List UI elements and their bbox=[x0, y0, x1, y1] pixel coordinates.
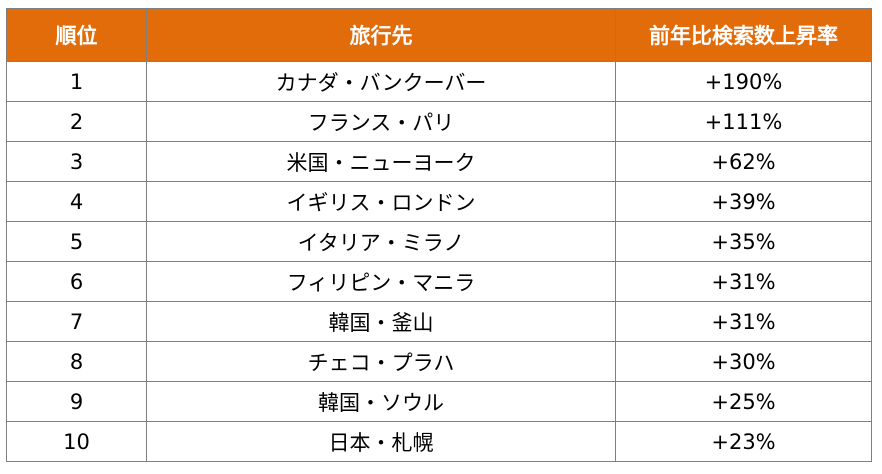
destination-cell: 韓国・ソウル bbox=[146, 381, 616, 422]
destination-cell: 日本・札幌 bbox=[146, 421, 616, 462]
table-row: 6 フィリピン・マニラ +31% bbox=[6, 261, 872, 302]
table-row: 1 カナダ・バンクーバー +190% bbox=[6, 61, 872, 102]
ranking-table-container: 順位 旅行先 前年比検索数上昇率 1 カナダ・バンクーバー +190% 2 フラ… bbox=[6, 8, 872, 462]
destination-cell: カナダ・バンクーバー bbox=[146, 61, 616, 102]
destination-cell: 韓国・釜山 bbox=[146, 301, 616, 342]
rank-cell: 10 bbox=[6, 421, 147, 462]
table-row: 3 米国・ニューヨーク +62% bbox=[6, 141, 872, 182]
destination-cell: イギリス・ロンドン bbox=[146, 181, 616, 222]
increase-cell: +25% bbox=[615, 381, 872, 422]
header-increase: 前年比検索数上昇率 bbox=[615, 8, 872, 62]
destination-cell: フィリピン・マニラ bbox=[146, 261, 616, 302]
header-destination: 旅行先 bbox=[146, 8, 616, 62]
destination-cell: イタリア・ミラノ bbox=[146, 221, 616, 262]
rank-cell: 2 bbox=[6, 101, 147, 142]
rank-cell: 3 bbox=[6, 141, 147, 182]
ranking-table: 順位 旅行先 前年比検索数上昇率 1 カナダ・バンクーバー +190% 2 フラ… bbox=[6, 8, 872, 462]
table-row: 2 フランス・パリ +111% bbox=[6, 101, 872, 142]
rank-cell: 9 bbox=[6, 381, 147, 422]
table-header-row: 順位 旅行先 前年比検索数上昇率 bbox=[6, 8, 872, 62]
rank-cell: 4 bbox=[6, 181, 147, 222]
increase-cell: +62% bbox=[615, 141, 872, 182]
increase-cell: +190% bbox=[615, 61, 872, 102]
table-row: 8 チェコ・プラハ +30% bbox=[6, 341, 872, 382]
increase-cell: +30% bbox=[615, 341, 872, 382]
destination-cell: 米国・ニューヨーク bbox=[146, 141, 616, 182]
rank-cell: 1 bbox=[6, 61, 147, 102]
header-rank: 順位 bbox=[6, 8, 147, 62]
increase-cell: +35% bbox=[615, 221, 872, 262]
table-row: 4 イギリス・ロンドン +39% bbox=[6, 181, 872, 222]
increase-cell: +31% bbox=[615, 301, 872, 342]
destination-cell: チェコ・プラハ bbox=[146, 341, 616, 382]
increase-cell: +111% bbox=[615, 101, 872, 142]
table-row: 5 イタリア・ミラノ +35% bbox=[6, 221, 872, 262]
rank-cell: 8 bbox=[6, 341, 147, 382]
table-row: 10 日本・札幌 +23% bbox=[6, 421, 872, 462]
increase-cell: +31% bbox=[615, 261, 872, 302]
rank-cell: 5 bbox=[6, 221, 147, 262]
rank-cell: 7 bbox=[6, 301, 147, 342]
table-row: 7 韓国・釜山 +31% bbox=[6, 301, 872, 342]
table-row: 9 韓国・ソウル +25% bbox=[6, 381, 872, 422]
rank-cell: 6 bbox=[6, 261, 147, 302]
increase-cell: +39% bbox=[615, 181, 872, 222]
destination-cell: フランス・パリ bbox=[146, 101, 616, 142]
increase-cell: +23% bbox=[615, 421, 872, 462]
